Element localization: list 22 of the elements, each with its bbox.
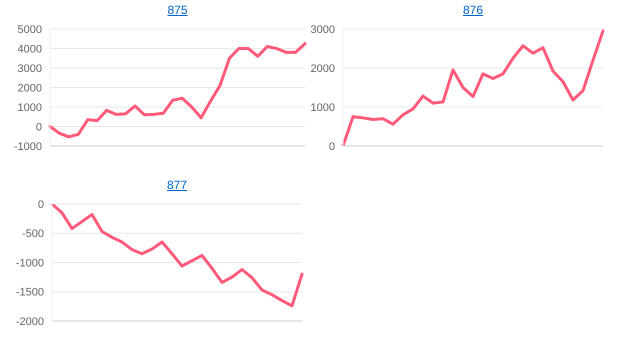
y-tick-label: 1000: [18, 102, 42, 114]
y-tick-label: 0: [36, 121, 42, 134]
y-tick-label: -1000: [14, 140, 42, 153]
y-tick-label: 5000: [18, 24, 42, 36]
line-series: [50, 204, 304, 308]
y-tick-label: -2000: [16, 316, 44, 328]
y-tick-label: -1000: [16, 257, 44, 270]
line-series: [48, 42, 306, 138]
line-series: [342, 29, 604, 146]
y-tick-label: 0: [328, 140, 335, 153]
y-tick-label: -500: [22, 228, 44, 240]
y-tick-label: 2000: [18, 82, 42, 94]
chart-title: 876: [462, 3, 484, 17]
y-tick-label: 1000: [310, 102, 335, 114]
y-tick-label: 0: [38, 198, 44, 211]
y-tick-label: 4000: [18, 43, 42, 56]
chart-title: 875: [166, 3, 189, 17]
y-tick-label: 3000: [18, 62, 42, 75]
chart-title: 877: [166, 178, 188, 192]
y-tick-label: 2000: [310, 62, 335, 75]
y-tick-label: 3000: [310, 24, 335, 36]
y-tick-label: -1500: [16, 286, 44, 299]
